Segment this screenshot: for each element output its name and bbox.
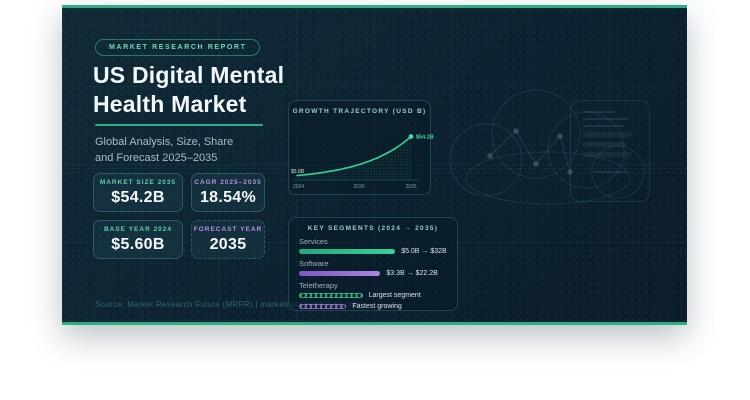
segment-row-fastest-growing: Fastest growing <box>299 303 447 310</box>
stat-card-market-size: MARKET SIZE 2035 $54.2B <box>93 173 183 212</box>
report-badge: MARKET RESEARCH REPORT <box>95 39 261 56</box>
segment-bar-2 <box>299 293 363 298</box>
growth-chart-title: GROWTH TRAJECTORY (USD B) <box>292 108 427 115</box>
cloud-icon <box>449 89 645 205</box>
title-divider <box>95 124 263 126</box>
stat-grid: MARKET SIZE 2035 $54.2B CAGR 2025–2035 1… <box>93 173 265 259</box>
x-tick-2035: 2035 <box>405 184 416 190</box>
segment-value: $5.0B → $32B <box>401 248 447 255</box>
key-segments-title: KEY SEGMENTS (2024 → 2035) <box>307 225 439 232</box>
smartphone-icon <box>570 100 650 202</box>
stat-card-forecast-year: FORECAST YEAR 2035 <box>191 220 265 259</box>
segment-rows: Services $5.0B → $32B Software $3.3B → $… <box>299 237 447 310</box>
page-title: US Digital Mental Health Market <box>93 61 323 119</box>
growth-line <box>296 135 412 177</box>
page-title-line2: Health Market <box>93 91 247 117</box>
page-title-line1: US Digital Mental <box>93 62 285 88</box>
segment-bar-3 <box>299 304 347 309</box>
stat-label: CAGR 2025–2035 <box>194 178 262 186</box>
stat-value: 2035 <box>209 235 247 253</box>
segment-value: Largest segment <box>368 292 421 299</box>
segment-row-services: Services $5.0B → $32B <box>299 237 447 255</box>
stat-value: 18.54% <box>199 188 257 206</box>
subtitle-line2: and Forecast 2025–2035 <box>95 152 218 164</box>
x-tick-2024: 2024 <box>293 184 304 190</box>
stat-label: FORECAST YEAR <box>193 225 263 233</box>
growth-end-label: $54.2B <box>416 135 434 141</box>
stat-value: $54.2B <box>111 188 165 206</box>
network-graph-icon <box>487 128 573 175</box>
growth-start-label: $5.6B <box>291 169 305 175</box>
growth-end-dot <box>408 134 414 139</box>
stat-label: MARKET SIZE 2035 <box>99 178 177 186</box>
growth-area <box>297 136 411 180</box>
stat-card-base-year: BASE YEAR 2024 $5.60B <box>93 220 183 259</box>
segment-row-software: Software $3.3B → $22.2B <box>299 259 447 277</box>
growth-chart-panel: GROWTH TRAJECTORY (USD B) $5.6B $54.2B 2… <box>288 100 434 195</box>
segment-value: Fastest growing <box>352 303 402 310</box>
stat-card-cagr: CAGR 2025–2035 18.54% <box>191 173 265 212</box>
segment-bar-0 <box>299 249 396 254</box>
x-tick-2030: 2030 <box>353 184 364 190</box>
stat-label: BASE YEAR 2024 <box>103 225 173 233</box>
segment-value: $3.3B → $22.2B <box>386 270 438 277</box>
stat-value: $5.60B <box>111 235 165 253</box>
segment-label: Services <box>299 237 328 246</box>
report-subtitle: Global Analysis, Size, Share and Forecas… <box>95 134 305 166</box>
segment-label: Software <box>299 259 329 268</box>
key-segments-panel: KEY SEGMENTS (2024 → 2035) Services $5.0… <box>288 217 458 311</box>
segment-label: Teletherapy <box>299 281 338 290</box>
report-card: MARKET RESEARCH REPORT US Digital Mental… <box>62 5 687 325</box>
source-attribution: Source: Market Research Future (MRFR) | … <box>95 300 361 309</box>
segment-bar-1 <box>299 271 381 276</box>
segment-row-teletherapy: Teletherapy Largest segment <box>299 281 447 299</box>
growth-chart-svg: $5.6B $54.2B 2024 2030 2035 <box>291 134 434 190</box>
subtitle-line1: Global Analysis, Size, Share <box>95 136 234 148</box>
